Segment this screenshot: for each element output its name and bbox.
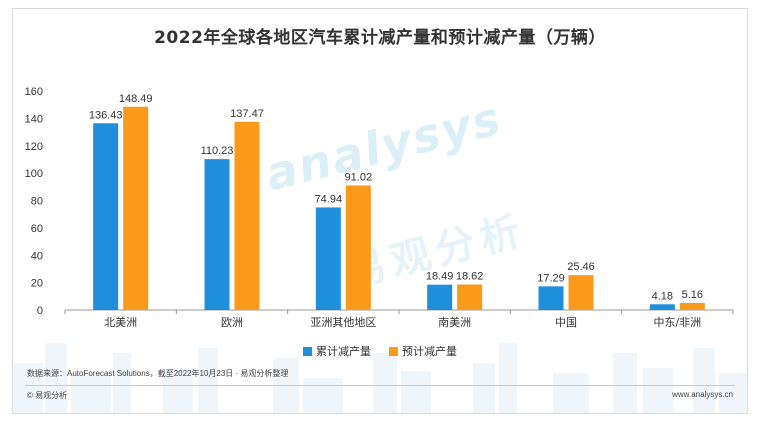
source-note: 数据来源：AutoForecast Solutions，截至2022年10月23… [27, 369, 289, 378]
skyline-background [13, 343, 747, 413]
data-label-forecast: 137.47 [230, 108, 264, 120]
x-tick-label: 欧洲 [221, 316, 243, 329]
bar-forecast [679, 302, 705, 310]
x-tick-label: 中国 [555, 316, 577, 329]
y-tick-label: 60 [31, 223, 43, 235]
data-label-cumulative: 4.18 [652, 290, 673, 302]
x-tick-label: 南美洲 [438, 316, 471, 329]
y-tick-label: 0 [37, 305, 43, 317]
chart-title: 2022年全球各地区汽车累计减产量和预计减产量（万辆） [154, 28, 606, 48]
bar-forecast [345, 185, 371, 310]
bar-cumulative [315, 207, 341, 310]
y-tick-label: 80 [31, 196, 43, 208]
data-label-cumulative: 17.29 [537, 272, 565, 284]
bar-cumulative [538, 286, 564, 310]
y-tick-label: 160 [25, 86, 43, 98]
y-tick-label: 40 [31, 250, 43, 262]
x-tick-label: 北美洲 [104, 316, 137, 329]
legend-item-cumulative: 累计减产量 [303, 343, 371, 359]
data-label-cumulative: 18.49 [426, 271, 454, 283]
bar-cumulative [427, 284, 453, 310]
bar-forecast [123, 106, 149, 311]
y-tick-label: 20 [31, 278, 43, 290]
bar-cumulative [93, 123, 119, 310]
footer-copyright: © 易观分析 [27, 391, 68, 400]
data-label-forecast: 148.49 [119, 93, 153, 105]
data-label-forecast: 91.02 [345, 171, 373, 183]
data-label-cumulative: 136.43 [89, 109, 123, 121]
y-tick-label: 100 [25, 168, 43, 180]
data-label-cumulative: 110.23 [201, 145, 234, 157]
footer-divider [25, 385, 735, 386]
bar-cumulative [649, 304, 675, 310]
data-label-forecast: 25.46 [567, 261, 595, 273]
y-tick-label: 140 [25, 113, 43, 125]
chart-card: analysys 易观分析 2022年全球各地区汽车累计减产量和预计减产量（万辆… [12, 8, 748, 414]
data-label-forecast: 5.16 [682, 289, 703, 301]
bar-forecast [457, 284, 483, 310]
data-label-forecast: 18.62 [456, 271, 484, 283]
y-tick-label: 120 [25, 141, 43, 153]
bar-cumulative [204, 159, 230, 310]
x-tick-label: 亚洲其他地区 [310, 316, 376, 329]
legend-label-cumulative: 累计减产量 [316, 345, 371, 358]
legend-item-forecast: 预计减产量 [389, 343, 457, 359]
bar-forecast [234, 121, 260, 310]
legend: 累计减产量 预计减产量 [13, 343, 747, 359]
bar-forecast [568, 275, 594, 310]
legend-label-forecast: 预计减产量 [402, 345, 457, 358]
legend-swatch-cumulative [303, 346, 312, 356]
bar-chart: 0 20 40 60 80 100 120 140 160 北美洲 136.43 148.49 欧洲 11… [25, 86, 734, 329]
footer-website: www.analysys.cn [672, 390, 733, 399]
data-label-cumulative: 74.94 [315, 193, 343, 205]
legend-swatch-forecast [389, 346, 398, 356]
x-tick-label: 中东/非洲 [653, 316, 701, 329]
